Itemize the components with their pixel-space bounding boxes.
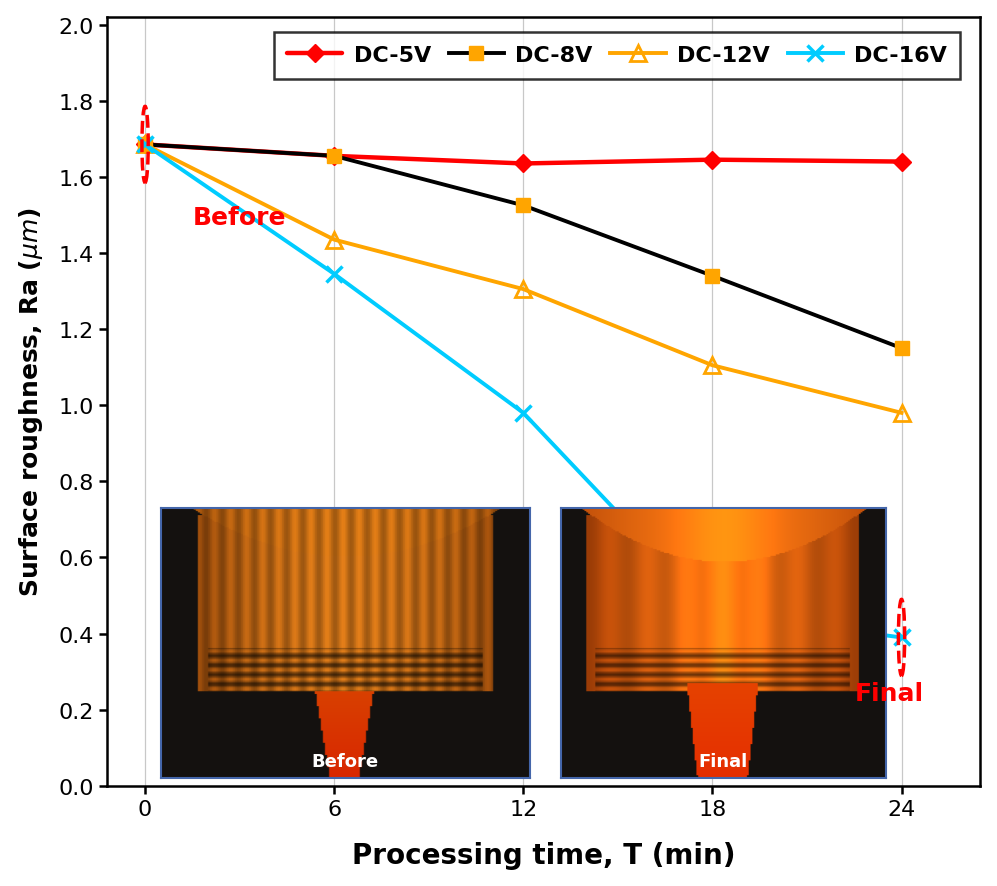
DC-8V [328, 152, 340, 162]
Line: DC-16V: DC-16V [138, 137, 909, 645]
DC-16V [517, 408, 529, 419]
DC-8V [895, 344, 907, 354]
DC-5V [895, 157, 907, 167]
DC-12V [707, 361, 719, 371]
Text: Final: Final [854, 681, 923, 705]
Line: DC-5V: DC-5V [139, 139, 908, 170]
DC-12V [895, 408, 907, 419]
DC-5V [140, 140, 152, 151]
DC-12V [140, 140, 152, 151]
Line: DC-12V: DC-12V [138, 137, 909, 421]
DC-5V [517, 159, 529, 169]
DC-16V [895, 633, 907, 643]
DC-8V [517, 201, 529, 212]
Text: Before: Before [192, 206, 286, 230]
X-axis label: Processing time, T (min): Processing time, T (min) [352, 842, 736, 869]
DC-16V [707, 608, 719, 618]
Line: DC-8V: DC-8V [139, 138, 908, 355]
DC-8V [707, 271, 719, 282]
DC-5V [328, 152, 340, 162]
Y-axis label: Surface roughness, Ra ($\mathit{\mu m}$): Surface roughness, Ra ($\mathit{\mu m}$) [17, 207, 45, 596]
DC-12V [517, 284, 529, 295]
DC-12V [328, 235, 340, 245]
DC-16V [140, 140, 152, 151]
DC-8V [140, 140, 152, 151]
DC-16V [328, 269, 340, 280]
Legend: DC-5V, DC-8V, DC-12V, DC-16V: DC-5V, DC-8V, DC-12V, DC-16V [273, 33, 960, 80]
DC-5V [707, 155, 719, 166]
